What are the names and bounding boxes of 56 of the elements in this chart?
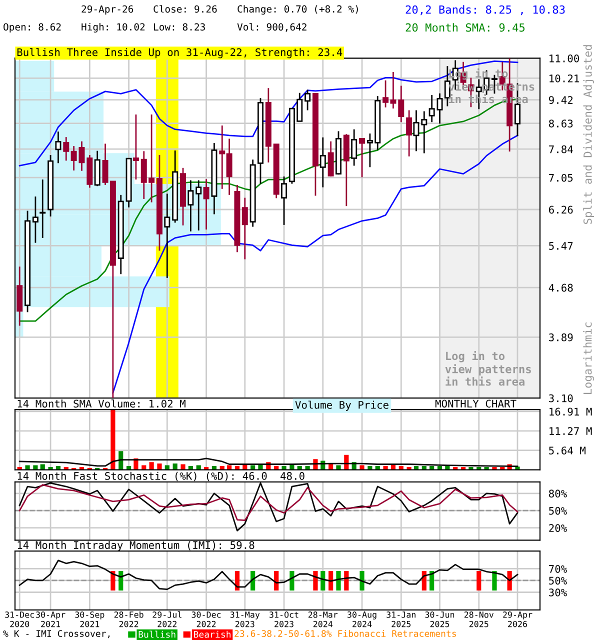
x-tick-label: 30-Jun 2025 [425,612,454,628]
x-tick-label: 31-May 2023 [230,612,260,628]
legend-title: % K - IMI Crossover, [3,630,110,638]
y-tick-label: 80% [549,490,567,498]
x-tick-label: 30-Sep 2021 [75,612,104,628]
chart-title: 14 Month SMA Volume: 1.02 M [18,399,186,408]
x-tick-label: 30-Dec 2022 [192,612,221,628]
text: High: 10.02 [82,23,145,33]
y-tick-label: 7.05 [549,174,573,182]
text: MONTHLY CHART [435,400,516,408]
y-tick-label: 30% [549,588,567,596]
text: 20,2 Bands: 8.25 , 10.83 [406,5,565,16]
y-tick-label: 3.10 [549,394,573,402]
y-tick-label: 3.89 [549,333,573,342]
x-tick-label: 29-Apr 2026 [503,612,532,628]
text: Low: 8.23 [154,23,205,31]
y-tick-label: 70% [549,564,567,573]
text: Vol: 900,642 [237,23,306,32]
chart-title: 14 Month Intraday Momentum (IMI): 59.8 [18,540,254,552]
chart-title: Bullish Three Inside Up on 31-Aug-22, Strength: 23.4 [17,48,342,58]
y-tick-label: 50% [549,576,567,585]
y-tick-label: 8.63 [549,120,573,128]
y-tick-label: 50% [549,506,567,515]
text: 23.6-38.2-50-61.8% Fibonacci Retracements [234,630,456,637]
y-axis-title: Split and Dividend Adjusted [583,45,594,224]
text: Open: 8.62 [4,23,61,32]
chart-title: 14 Month Fast Stochastic (%K) (%D): 46.0 48.0 [18,472,304,482]
x-tick-label: 31-Oct 2023 [270,612,298,628]
y-tick-label: 11.00 [550,54,580,62]
x-tick-label: 28-Feb 2022 [114,611,144,628]
y-tick-label: 9.42 [548,96,573,104]
y-tick-label: 11.27 M [550,427,592,435]
y-tick-label: 5.47 [549,242,573,250]
x-tick-label: 31-Jan 2025 [386,612,416,628]
x-tick-label: 30-Apr 2021 [36,612,66,628]
y-tick-label: 20% [549,524,567,532]
y-tick-label: 7.84 [549,145,573,154]
x-tick-label: 31-Dec 2020 [5,612,34,628]
legend-label: Bullish [138,630,176,638]
text: Logarithmic [583,322,594,394]
y-tick-label: 6.26 [549,206,573,214]
x-tick-label: 29-Jul 2022 [152,611,182,628]
x-tick-label: 28-Mar 2024 [308,612,338,628]
y-tick-label: 10.21 [550,74,579,82]
text: 29-Apr-26 [82,5,134,15]
text: Volume By Price [295,400,388,411]
y-tick-label: 4.68 [548,284,573,292]
y-tick-label: 5.64 M [549,446,586,454]
legend-label: Bearish [194,630,230,638]
x-tick-label: 28-Nov 2025 [464,612,494,628]
text: Change: 0.70 (+8.2 %) [238,5,358,15]
text: 20 Month SMA: 9.45 [406,23,525,32]
x-tick-label: 30-Aug 2024 [348,611,376,628]
y-tick-label: 16.91 M [550,408,592,416]
band-label: Log in to view patterns in this area [445,350,531,386]
text: Close: 9.26 [154,5,217,13]
